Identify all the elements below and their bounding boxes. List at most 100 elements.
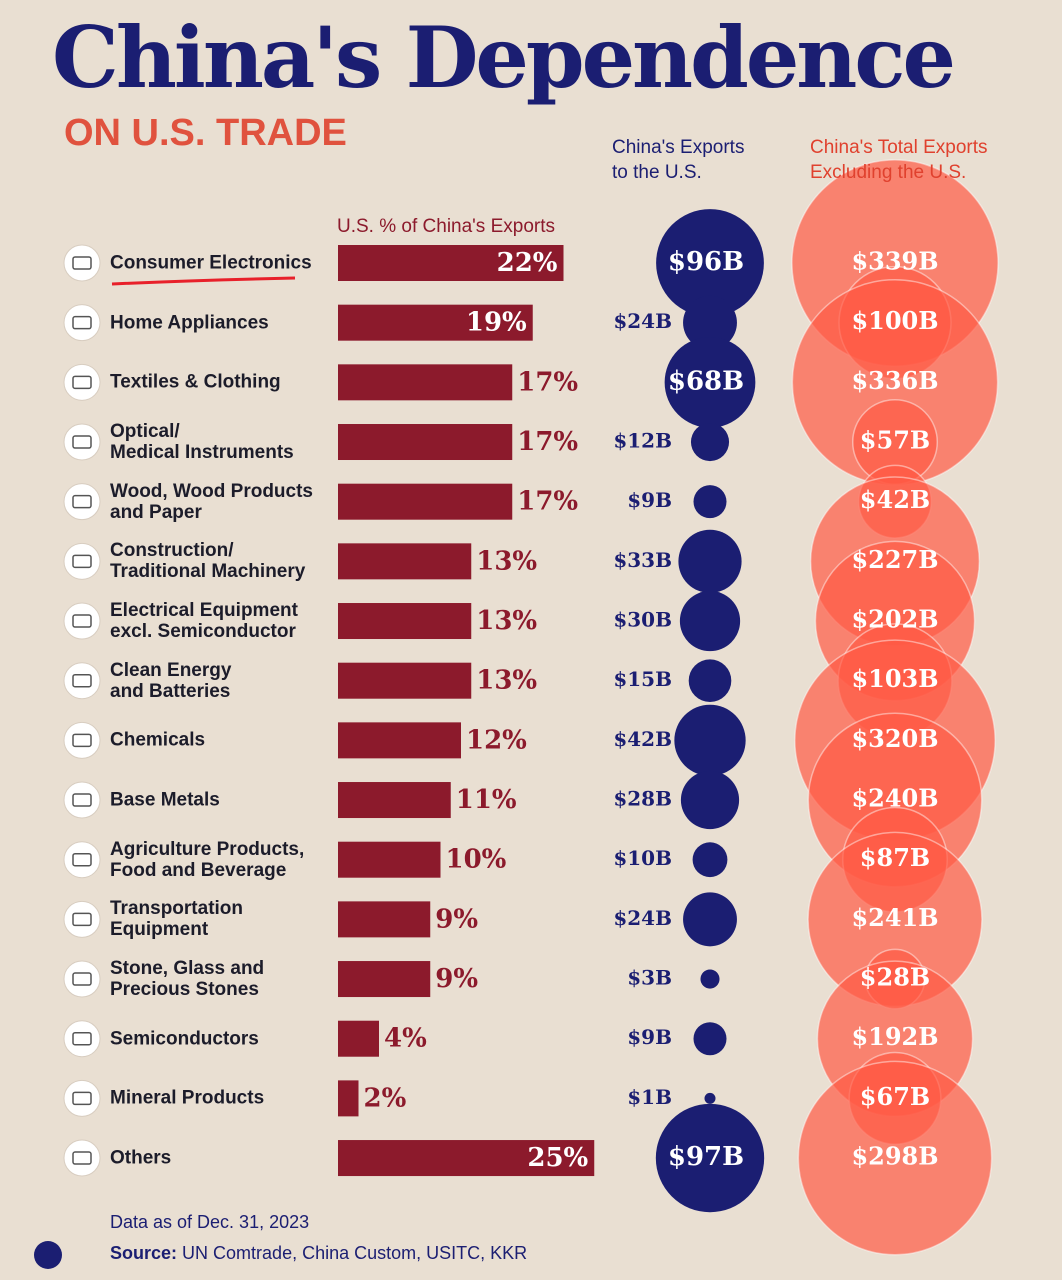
bar xyxy=(338,662,472,699)
category-label: Transportation Equipment xyxy=(110,898,244,941)
bar xyxy=(338,1080,359,1117)
value-label: $15B xyxy=(613,667,672,691)
category-label: Electrical Equipment excl. Semiconductor xyxy=(110,600,298,643)
bar xyxy=(338,961,431,998)
category-icon xyxy=(72,494,92,509)
bar xyxy=(338,364,513,401)
bubble xyxy=(692,842,728,878)
value-label: 9% xyxy=(435,904,478,934)
category-icon xyxy=(72,435,92,449)
chart-title: China's Dependence xyxy=(52,8,956,107)
value-label: $96B xyxy=(668,247,744,277)
value-label: $339B xyxy=(851,247,938,276)
category-icon xyxy=(72,256,92,270)
value-label: $42B xyxy=(613,727,672,751)
value-label: $28B xyxy=(860,963,930,992)
category-icon xyxy=(72,1151,92,1165)
category-icon xyxy=(63,244,101,282)
bubble xyxy=(683,892,737,947)
category-label: Clean Energy and Batteries xyxy=(110,659,232,702)
series-header: China's Total Exports Excluding the U.S. xyxy=(810,137,988,183)
chart-subtitle: ON U.S. TRADE xyxy=(64,112,347,154)
category-icon xyxy=(72,614,92,628)
category-icon xyxy=(72,1031,92,1046)
category-icon xyxy=(72,793,92,807)
value-label: $298B xyxy=(851,1142,938,1171)
category-label: Mineral Products xyxy=(110,1087,265,1109)
value-label: $42B xyxy=(860,485,930,514)
bar xyxy=(338,245,564,281)
value-label: $12B xyxy=(613,429,672,453)
bubble xyxy=(704,1092,716,1104)
bar xyxy=(338,1020,379,1057)
bar xyxy=(338,782,451,819)
category-icon xyxy=(72,315,92,330)
annotation-underline xyxy=(111,276,296,286)
category-icon xyxy=(72,972,92,986)
bar xyxy=(338,603,472,640)
value-label: $24B xyxy=(613,309,672,333)
value-label: $9B xyxy=(627,488,672,512)
bubble xyxy=(693,1022,727,1056)
value-label: 11% xyxy=(456,785,517,815)
category-label: Wood, Wood Products and Paper xyxy=(110,480,313,523)
bubble xyxy=(700,969,720,989)
value-label: $227B xyxy=(851,545,938,574)
bar xyxy=(338,1140,595,1177)
bar xyxy=(338,901,431,938)
value-label: $97B xyxy=(668,1142,744,1172)
category-icon xyxy=(63,721,101,759)
bubble xyxy=(656,209,764,317)
bubble xyxy=(680,770,740,830)
value-label: $57B xyxy=(860,426,930,455)
value-label: $28B xyxy=(613,787,672,811)
category-label: Stone, Glass and Precious Stones xyxy=(110,958,265,1001)
bubble xyxy=(664,336,756,428)
bar xyxy=(338,483,513,520)
value-label: 12% xyxy=(466,725,527,755)
value-label: $30B xyxy=(613,608,672,632)
value-label: $192B xyxy=(851,1022,938,1051)
bubble xyxy=(693,485,727,519)
value-label: 22% xyxy=(497,248,558,278)
bubble xyxy=(683,295,737,350)
source-text: UN Comtrade, China Custom, USITC, KKR xyxy=(182,1243,528,1263)
bar xyxy=(338,304,533,341)
category-icon xyxy=(63,423,101,461)
value-label: 17% xyxy=(517,487,578,517)
value-label: 13% xyxy=(476,666,537,696)
bubble xyxy=(655,1103,765,1213)
bar xyxy=(338,722,461,759)
source: Source: UN Comtrade, China Custom, USITC… xyxy=(110,1243,527,1264)
category-icon xyxy=(63,662,101,700)
category-label: Base Metals xyxy=(110,789,220,811)
value-label: 13% xyxy=(476,546,537,576)
value-label: 25% xyxy=(527,1143,588,1173)
category-icon xyxy=(63,363,101,401)
category-icon xyxy=(72,1091,92,1106)
bar xyxy=(338,841,441,878)
category-icon xyxy=(63,542,101,580)
category-icon xyxy=(72,375,92,390)
value-label: $103B xyxy=(851,664,938,693)
category-icon xyxy=(63,304,101,342)
value-label: $3B xyxy=(627,966,672,990)
category-label: Others xyxy=(110,1147,172,1169)
category-icon xyxy=(63,781,101,819)
bubble xyxy=(690,422,730,462)
category-label: Optical/ Medical Instruments xyxy=(110,421,294,463)
value-label: $9B xyxy=(627,1025,672,1049)
value-label: $87B xyxy=(860,843,930,872)
value-label: $67B xyxy=(860,1082,930,1111)
category-icon xyxy=(63,1020,101,1058)
series-header: U.S. % of China's Exports xyxy=(337,216,555,237)
category-label: Semiconductors xyxy=(110,1028,259,1050)
value-label: $202B xyxy=(851,605,938,634)
category-icon xyxy=(72,852,92,867)
source-label: Source: xyxy=(110,1243,178,1263)
value-label: $10B xyxy=(613,846,672,870)
value-label: $320B xyxy=(851,724,938,753)
category-icon xyxy=(72,673,92,688)
category-icon xyxy=(72,912,92,927)
